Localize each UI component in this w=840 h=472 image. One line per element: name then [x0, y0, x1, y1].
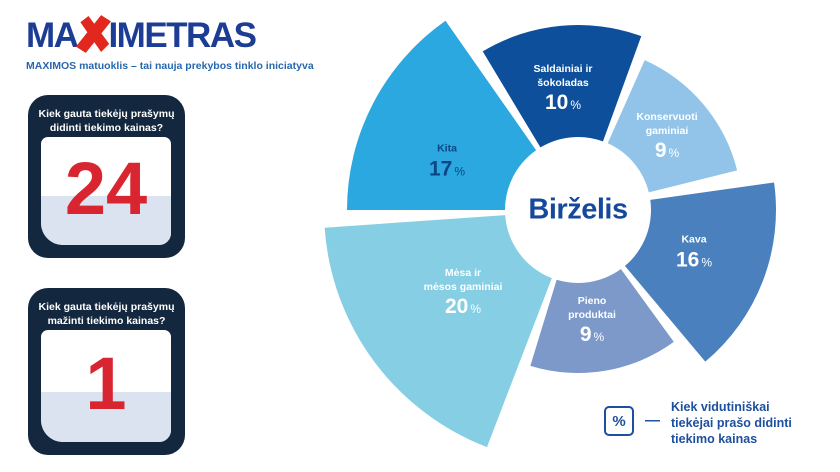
pie-label-percent: 9% — [654, 139, 680, 163]
legend-text-line2: tiekėjai prašo didinti — [671, 416, 792, 430]
pie-label-name: Mėsa ir — [444, 266, 482, 279]
calendar-page-band — [41, 196, 171, 245]
pie-label-percent: 9% — [579, 323, 605, 347]
percent-symbol: % — [612, 412, 626, 430]
card-increase-question-line2: didinti tiekimo kainas? — [49, 121, 164, 134]
legend-text: Kiek vidutiniškai tiekėjai prašo didinti… — [671, 399, 792, 447]
calendar-page-decrease: 1 — [41, 330, 171, 442]
pie-slice-kita — [347, 20, 537, 211]
pie-label-kita: Kita 17% — [429, 143, 465, 180]
pie-label-name: Pieno — [577, 294, 607, 307]
pie-slice-konservuoti — [607, 60, 738, 193]
card-decrease-question: Kiek gauta tiekėjų prašymų mažinti tieki… — [38, 301, 175, 328]
logo-text-ma: MA — [26, 15, 79, 55]
pie-label-name: produktai — [568, 308, 616, 321]
pie-label-name: Saldainiai ir — [533, 62, 593, 75]
logo-text-imetras: IMETRAS — [108, 15, 257, 55]
pie-slice-mesa — [324, 215, 552, 448]
pie-label-name: Konservuoti — [636, 110, 698, 123]
percent-box-icon: % — [604, 406, 634, 436]
pie-slice-pieno — [530, 269, 674, 374]
card-increase-question: Kiek gauta tiekėjų prašymų didinti tieki… — [38, 108, 175, 135]
brand-tagline: MAXIMOS matuoklis – tai nauja prekybos t… — [26, 60, 314, 72]
brand-header: MA IMETRAS MAXIMOS matuoklis – tai nauja… — [26, 14, 314, 72]
pie-label-name: šokoladas — [537, 76, 589, 89]
maximetras-logo: MA IMETRAS — [26, 14, 314, 56]
calendar-number-increase: 24 — [64, 147, 148, 230]
pie-label-percent: 10% — [544, 91, 582, 115]
chart-center-label: Birželis — [528, 193, 628, 226]
legend-text-line1: Kiek vidutiniškai — [671, 400, 770, 414]
legend-dash: — — [645, 412, 660, 429]
pie-label-pieno: Pieno produktai 9% — [568, 295, 616, 345]
pie-label-konservuoti: Konservuoti gaminiai 9% — [636, 111, 697, 161]
calendar-page-band — [41, 391, 171, 442]
pie-label-percent: 16% — [675, 248, 713, 272]
card-decrease-requests: Kiek gauta tiekėjų prašymų mažinti tieki… — [28, 288, 185, 455]
card-decrease-question-line2: mažinti tiekimo kainas? — [47, 314, 166, 327]
pie-label-name: Kava — [681, 233, 707, 246]
pie-label-name: Kita — [437, 142, 457, 155]
card-decrease-question-line1: Kiek gauta tiekėjų prašymų — [38, 301, 175, 313]
chart-legend: % — Kiek vidutiniškai tiekėjai prašo did… — [604, 399, 792, 447]
logo-x-icon — [76, 15, 112, 53]
pie-label-name: mėsos gaminiai — [423, 280, 503, 293]
pie-slice-saldainiai — [482, 25, 642, 148]
pie-label-mesa: Mėsa ir mėsos gaminiai 20% — [424, 267, 503, 317]
pie-label-percent: 17% — [428, 157, 466, 181]
pie-slice-kava — [624, 182, 776, 362]
pie-label-percent: 20% — [444, 295, 482, 319]
calendar-page-increase: 24 — [41, 137, 171, 245]
legend-text-line3: tiekimo kainas — [671, 432, 758, 446]
pie-label-kava: Kava 16% — [676, 234, 712, 271]
pie-label-saldainiai: Saldainiai ir šokoladas 10% — [534, 63, 593, 113]
card-increase-question-line1: Kiek gauta tiekėjų prašymų — [38, 108, 175, 120]
card-increase-requests: Kiek gauta tiekėjų prašymų didinti tieki… — [28, 95, 185, 258]
calendar-number-decrease: 1 — [85, 342, 127, 425]
pie-label-name: gaminiai — [645, 124, 689, 137]
